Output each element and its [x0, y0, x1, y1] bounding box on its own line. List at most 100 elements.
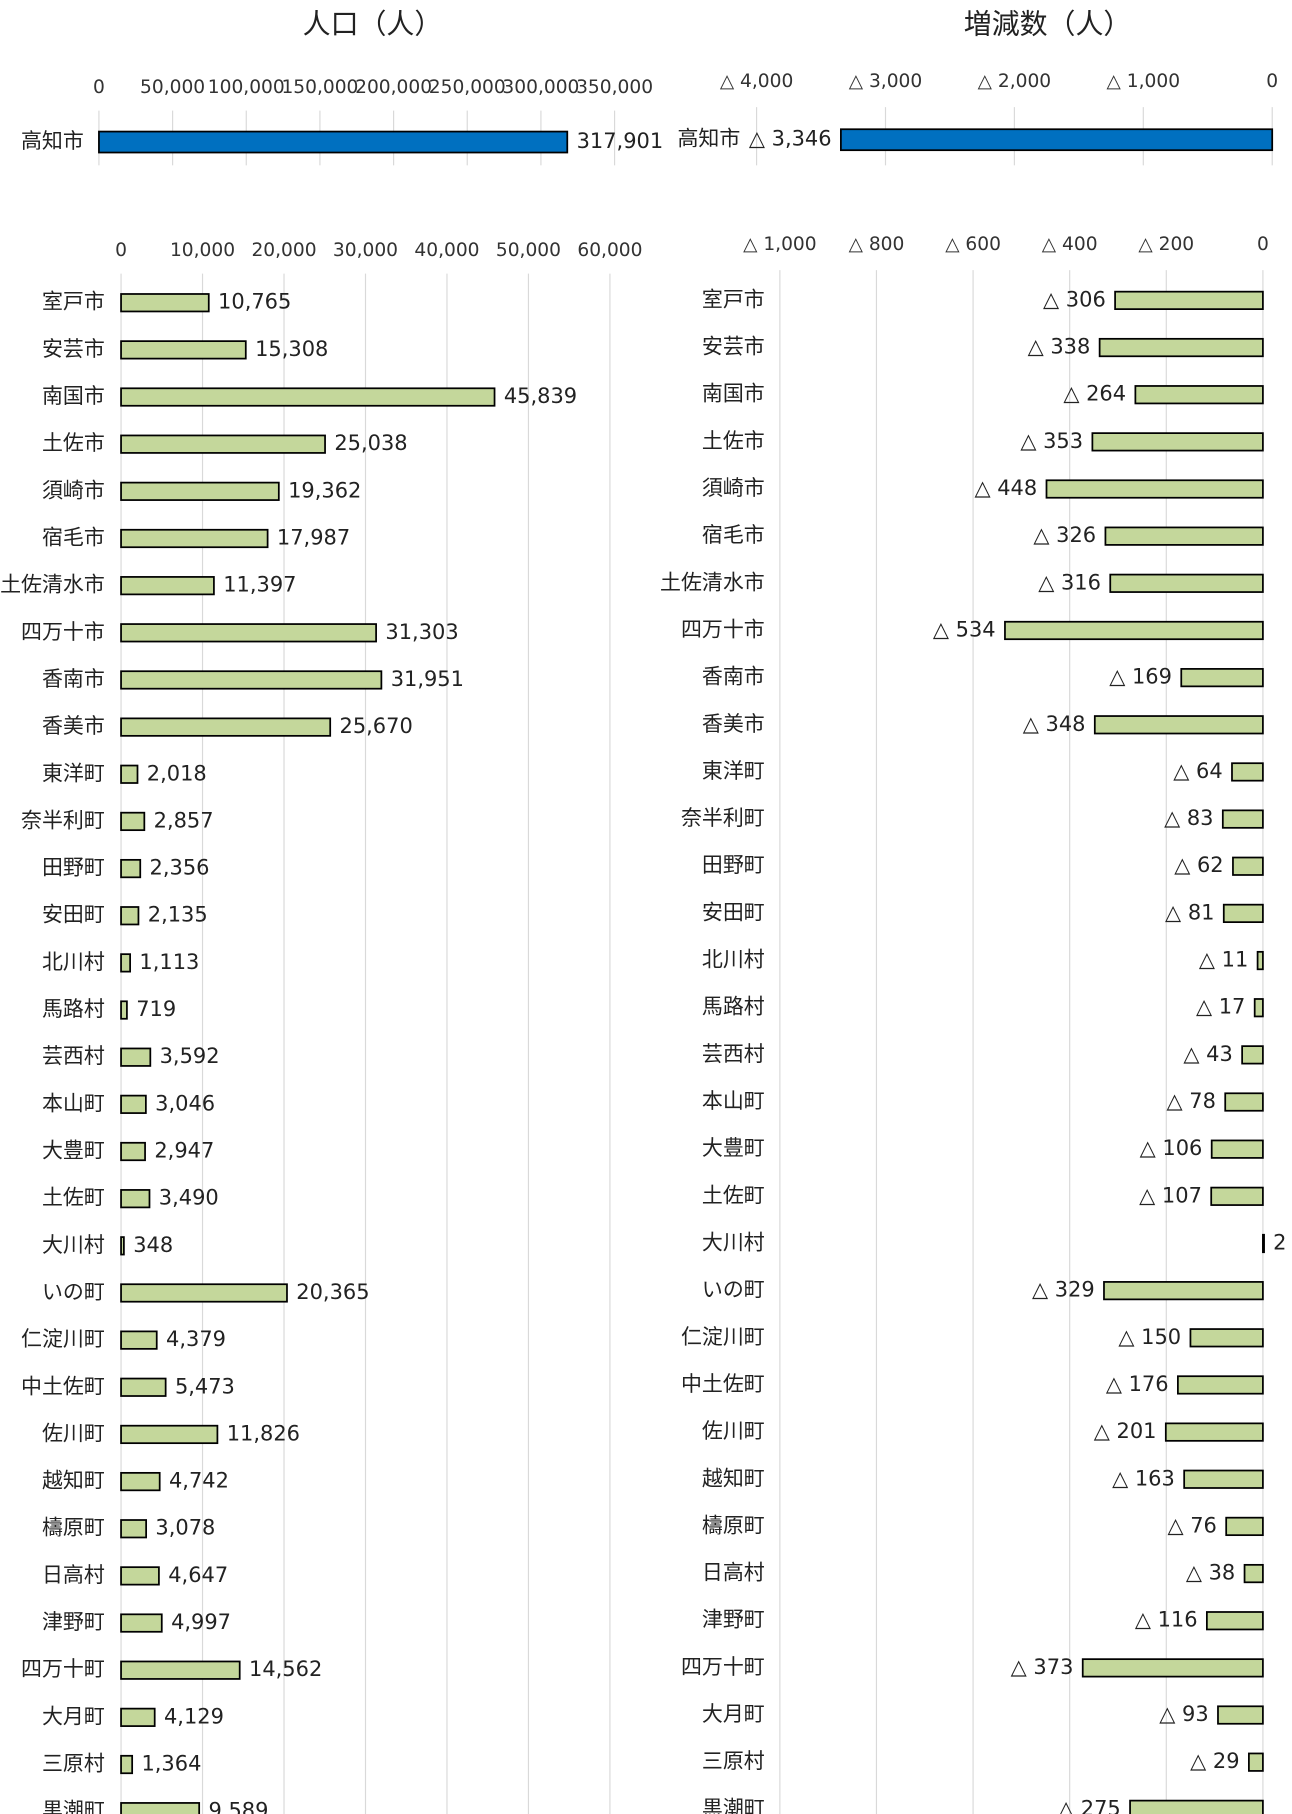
category-label: 土佐清水市	[660, 570, 765, 594]
category-label: 安田町	[702, 900, 765, 924]
bar	[1189, 1328, 1264, 1348]
value-label: △ 275	[1058, 1796, 1121, 1814]
category-label: 土佐町	[702, 1183, 765, 1207]
category-label: いの町	[702, 1278, 765, 1302]
value-label: △ 64	[1173, 759, 1222, 783]
value-label: △ 38	[1186, 1561, 1235, 1585]
value-label: △ 93	[1159, 1702, 1208, 1726]
value-label: △ 17	[1196, 995, 1245, 1019]
bar	[1210, 1139, 1264, 1159]
category-label: 四万十町	[21, 1657, 105, 1681]
bar	[120, 1141, 146, 1162]
bar	[1134, 385, 1264, 405]
bar	[1129, 1799, 1264, 1814]
bar	[1109, 573, 1264, 593]
category-label: 馬路村	[702, 995, 765, 1019]
category-label: 高知市	[21, 129, 84, 153]
value-label: △ 169	[1109, 665, 1172, 689]
value-label: 9,589	[208, 1799, 268, 1814]
value-label: 4,997	[171, 1610, 231, 1634]
value-label: △ 353	[1020, 429, 1083, 453]
bar	[1256, 950, 1264, 971]
value-label: △ 348	[1023, 712, 1086, 736]
value-label: △ 83	[1164, 806, 1213, 830]
bar	[120, 1189, 151, 1209]
value-label: △ 326	[1033, 523, 1096, 547]
bar	[120, 481, 280, 501]
x-tick-label: 30,000	[333, 240, 398, 261]
x-tick-label: 50,000	[496, 240, 561, 261]
x-tick-label: 0	[115, 240, 127, 261]
value-label: 25,670	[340, 714, 413, 738]
bar	[120, 1613, 163, 1633]
bar	[120, 858, 142, 879]
x-tick-label: △ 1,000	[1107, 71, 1181, 92]
bar	[120, 1047, 152, 1067]
value-label: △ 201	[1094, 1419, 1157, 1443]
value-label: 11,397	[223, 573, 296, 597]
x-tick-label: △ 3,000	[849, 71, 923, 92]
value-label: 15,308	[255, 337, 328, 361]
value-label: △ 329	[1032, 1278, 1095, 1302]
bar	[1225, 1516, 1264, 1537]
category-label: 室戸市	[42, 290, 105, 314]
value-label: 1,364	[141, 1752, 201, 1776]
bar	[120, 906, 140, 926]
category-label: 津野町	[702, 1608, 765, 1632]
category-label: 須崎市	[702, 476, 765, 500]
category-label: 日高村	[42, 1563, 105, 1587]
category-label: 大豊町	[702, 1136, 765, 1160]
value-label: 2,356	[150, 856, 210, 880]
value-label: 2,018	[147, 761, 207, 785]
category-label: 仁淀川町	[681, 1325, 765, 1349]
bar	[1217, 1705, 1264, 1725]
value-label: △ 338	[1028, 335, 1091, 359]
category-label: 本山町	[42, 1091, 105, 1115]
bar	[1205, 1611, 1264, 1631]
bar	[1004, 620, 1264, 641]
category-label: 土佐清水市	[0, 573, 105, 597]
bar	[120, 1802, 201, 1814]
bar	[120, 528, 269, 549]
bar	[1045, 479, 1264, 499]
bar	[1248, 1752, 1264, 1772]
bar	[1222, 903, 1264, 924]
category-label: 安芸市	[702, 335, 765, 359]
x-tick-label: 0	[93, 77, 105, 98]
category-label: 南国市	[702, 382, 765, 406]
value-label: △ 306	[1043, 287, 1106, 311]
category-label: 東洋町	[702, 759, 765, 783]
value-label: 348	[133, 1233, 173, 1257]
category-label: 三原村	[42, 1752, 105, 1776]
x-tick-label: 0	[1257, 234, 1269, 255]
category-label: 津野町	[42, 1610, 105, 1634]
category-label: 田野町	[702, 853, 765, 877]
x-tick-label: 50,000	[140, 77, 205, 98]
value-label: △ 3,346	[749, 127, 832, 151]
category-label: 仁淀川町	[21, 1327, 105, 1351]
value-label: 1,113	[139, 950, 199, 974]
value-label: △ 264	[1063, 382, 1126, 406]
category-label: 北川村	[42, 950, 105, 974]
value-label: 10,765	[218, 290, 291, 314]
x-tick-label: △ 800	[849, 234, 905, 255]
category-label: 本山町	[702, 1089, 765, 1113]
value-label: 25,038	[334, 431, 407, 455]
category-label: 土佐市	[702, 429, 765, 453]
bar	[120, 1000, 128, 1020]
bar	[1241, 1045, 1264, 1065]
value-label: △ 150	[1118, 1325, 1181, 1349]
x-tick-label: 10,000	[170, 240, 235, 261]
category-label: 芸西村	[42, 1044, 105, 1068]
category-label: 土佐町	[42, 1186, 105, 1210]
category-label: 田野町	[42, 856, 105, 880]
value-label: 2	[1273, 1230, 1286, 1254]
x-tick-label: 100,000	[208, 77, 285, 98]
category-label: 黒潮町	[702, 1796, 765, 1814]
value-label: 2,135	[148, 903, 208, 927]
x-tick-label: △ 600	[945, 234, 1001, 255]
value-label: 31,303	[385, 620, 458, 644]
value-label: 20,365	[296, 1280, 369, 1304]
value-label: 17,987	[277, 525, 350, 549]
chart-title: 増減数（人）	[964, 8, 1132, 41]
